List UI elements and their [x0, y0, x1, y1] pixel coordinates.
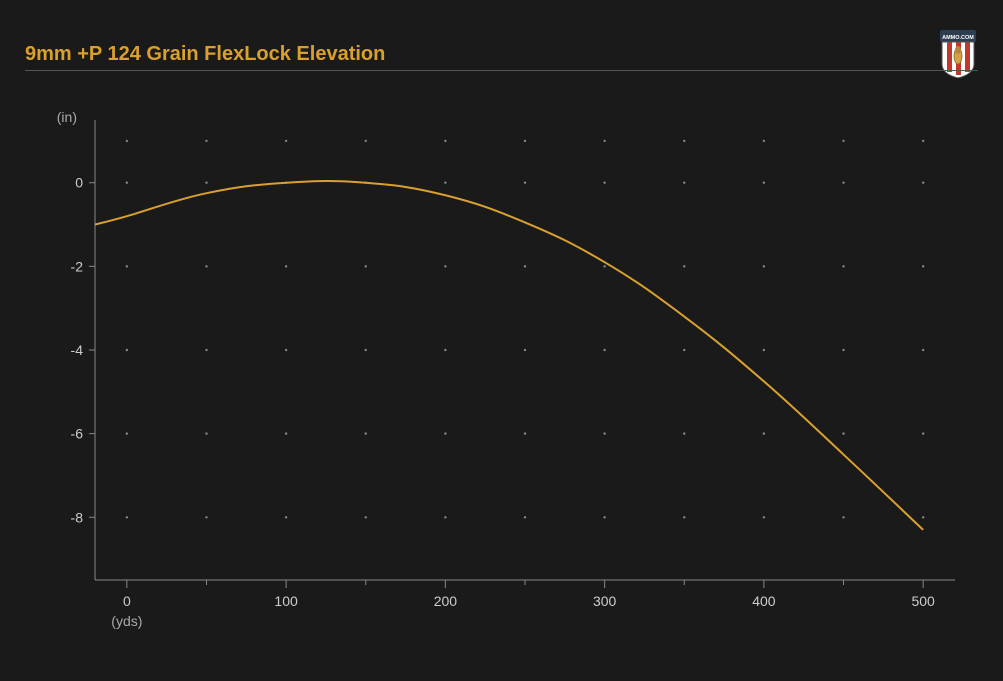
plot-area: -8 -6 -4 -2 0 0 100 200 300 400 500 (in) (yds): [25, 90, 978, 656]
y-tick-label: -6: [71, 426, 84, 442]
y-tick-label: 0: [75, 175, 83, 191]
chart-container: 9mm +P 124 Grain FlexLock Elevation AMMO…: [0, 0, 1003, 681]
x-tick-label: 0: [123, 593, 131, 609]
x-tick-label: 200: [434, 593, 458, 609]
x-tick-label: 100: [274, 593, 298, 609]
x-tick-label: 300: [593, 593, 617, 609]
chart-title: 9mm +P 124 Grain FlexLock Elevation: [25, 43, 385, 66]
y-axis-label: (in): [57, 109, 77, 125]
x-axis-label: (yds): [111, 613, 142, 629]
logo-text: AMMO.COM: [942, 35, 974, 41]
x-tick-label: 400: [752, 593, 776, 609]
line-chart: -8 -6 -4 -2 0 0 100 200 300 400 500 (in) (yds): [25, 90, 978, 656]
y-tick-label: -4: [71, 342, 84, 358]
y-tick-label: -8: [71, 509, 84, 525]
x-tick-label: 500: [911, 593, 935, 609]
header-divider: [25, 70, 978, 71]
y-tick-label: -2: [71, 258, 84, 274]
elevation-line: [95, 181, 923, 530]
